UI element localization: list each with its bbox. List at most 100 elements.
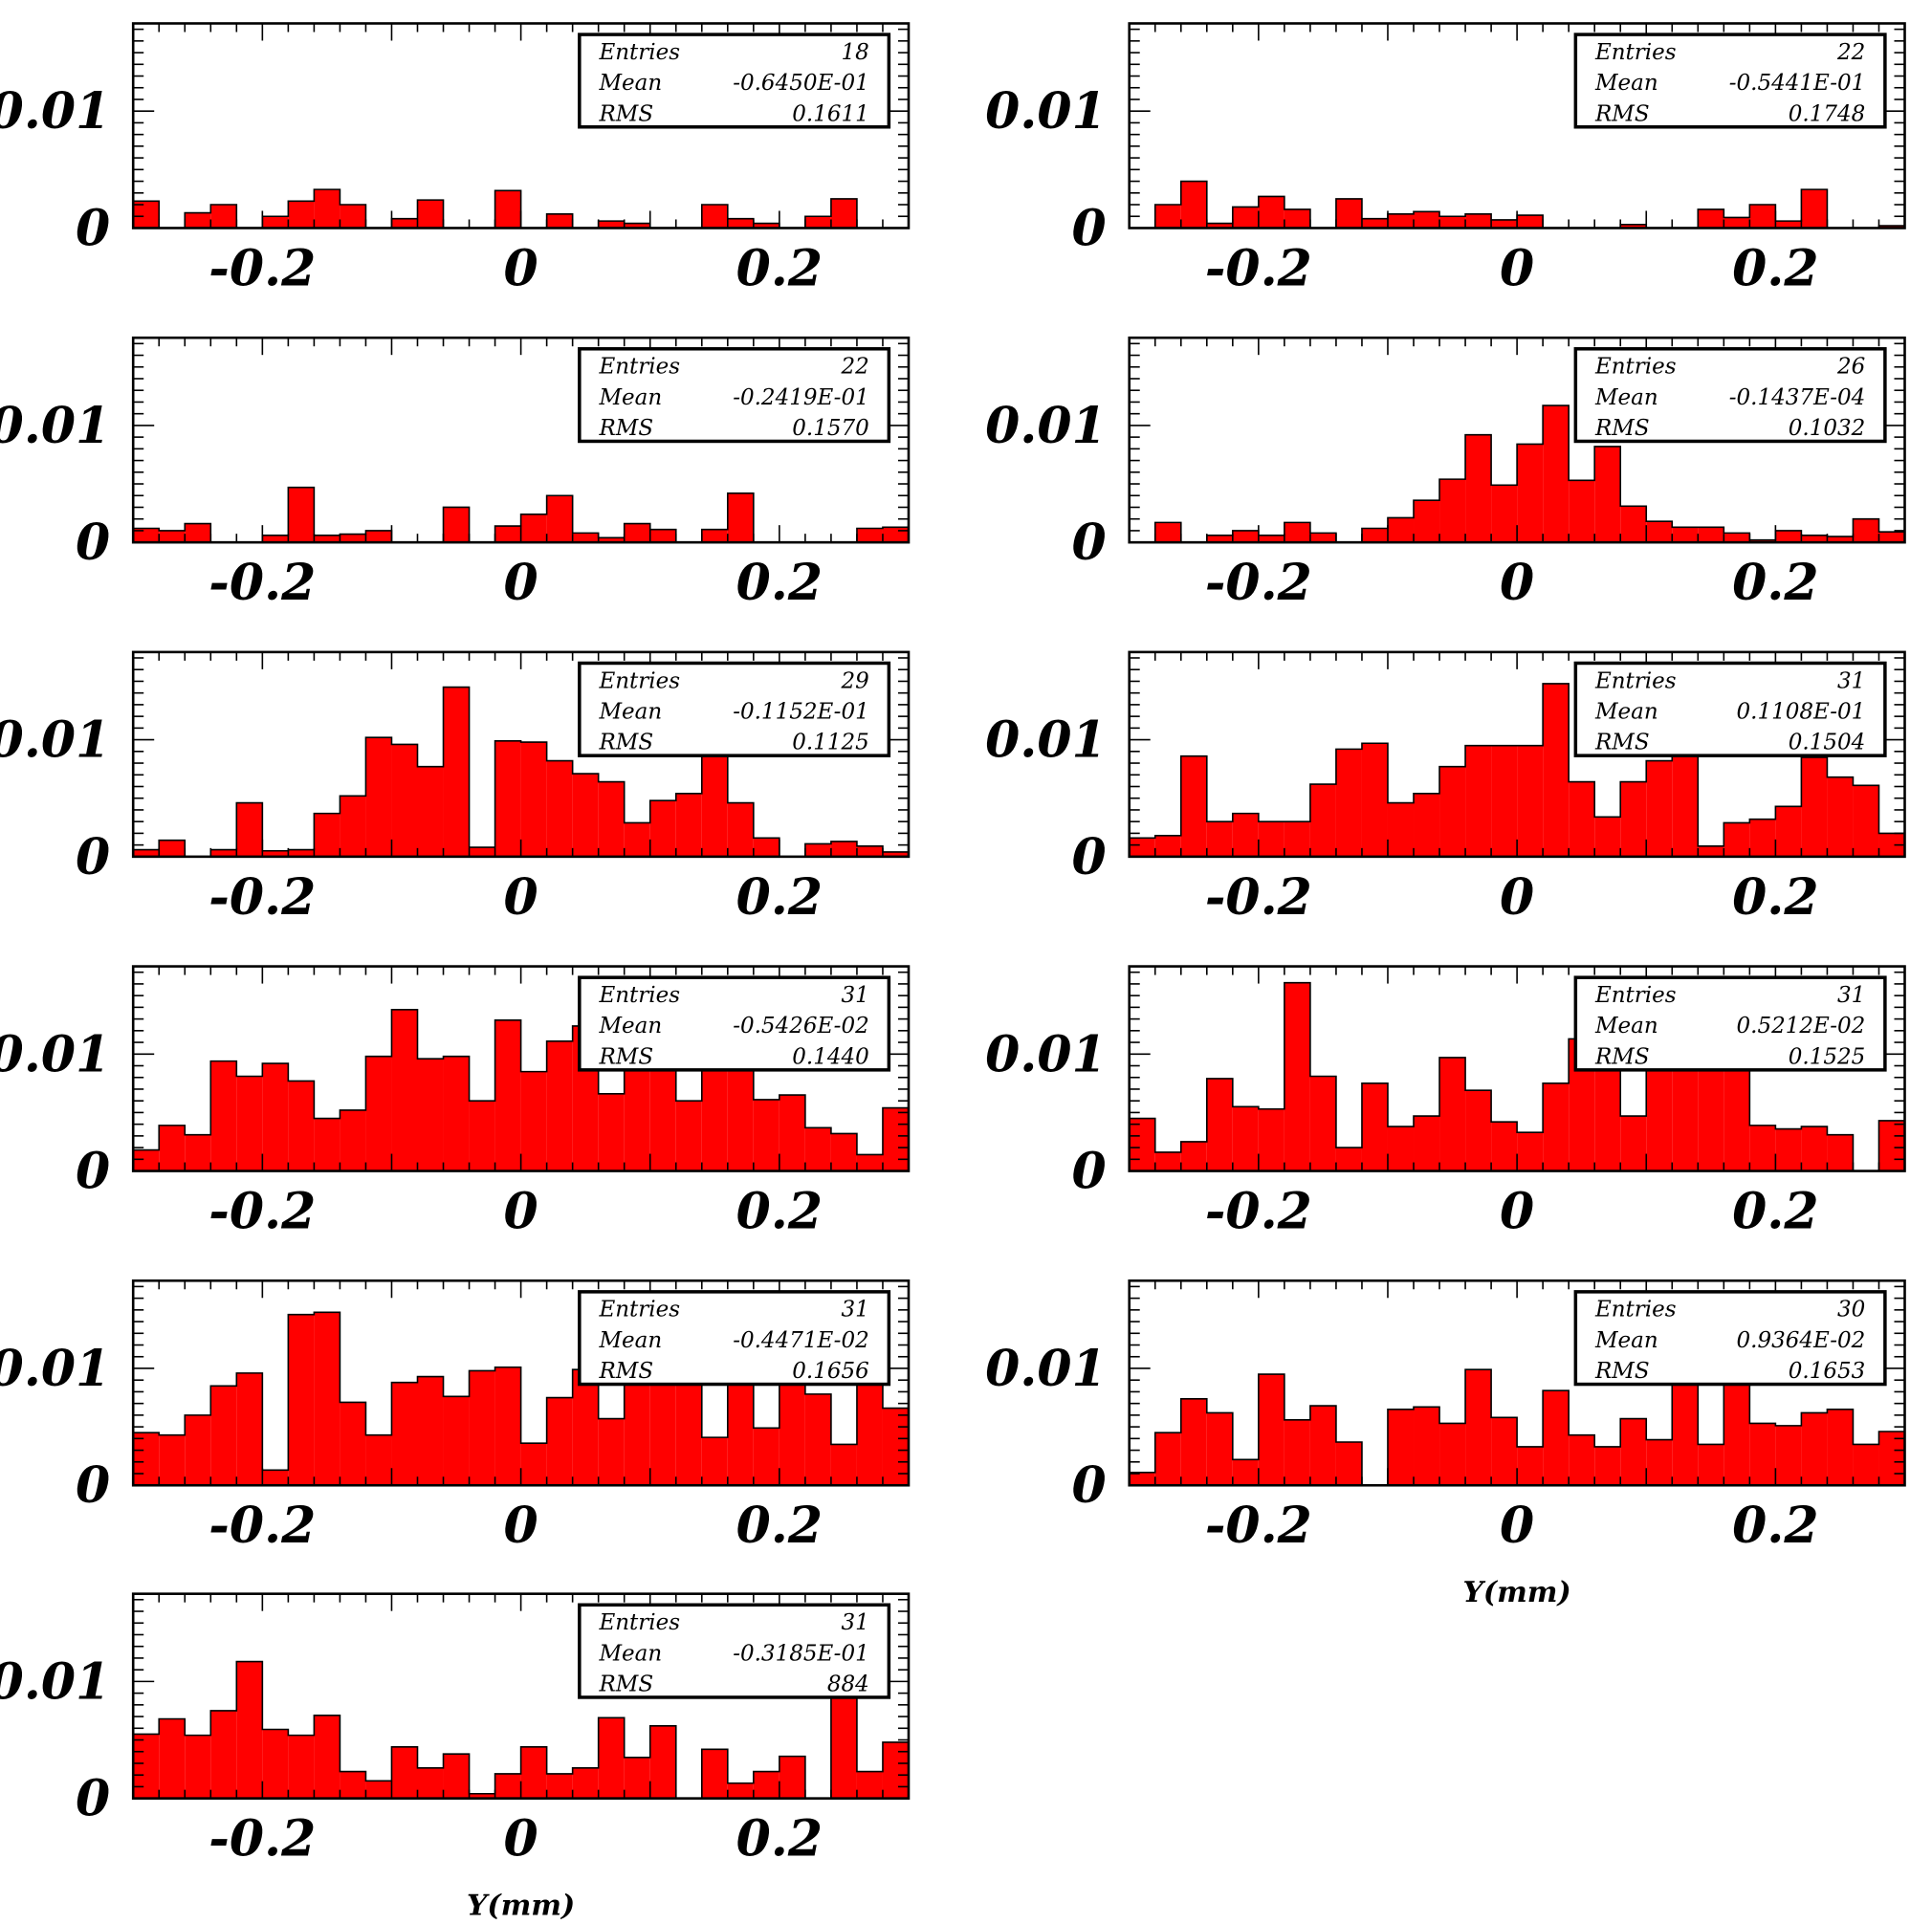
histogram-bar (1309, 784, 1336, 857)
x-tick-label: 0.2 (1732, 1497, 1818, 1555)
histogram-bar (314, 1312, 340, 1486)
histogram-bar (210, 1060, 237, 1171)
stats-rms-value: 0.1032 (1789, 416, 1865, 441)
histogram-bar (1335, 198, 1362, 229)
x-tick-label: 0 (1500, 554, 1534, 612)
y-tick-label: 0.01 (0, 1340, 110, 1398)
histogram-bar (262, 216, 289, 229)
y-tick-label: 0 (76, 1456, 110, 1515)
histogram-bar (804, 216, 831, 229)
histogram-bar (1387, 517, 1415, 543)
histogram-bar (1594, 446, 1621, 543)
histogram-bar (391, 1382, 418, 1486)
histogram-bar (1517, 1446, 1544, 1486)
histogram-bar (1309, 1076, 1336, 1171)
stats-entries-value: 31 (841, 1298, 868, 1323)
histogram-bar (1775, 530, 1802, 543)
histogram-bar (1465, 745, 1492, 857)
histogram-bar (288, 201, 315, 229)
stats-mean-label: Mean (598, 385, 662, 410)
x-tick-label: 0.2 (736, 1497, 823, 1555)
y-axis-ticks (1129, 971, 1905, 1172)
histogram-bar (1620, 506, 1647, 543)
histogram-bar (1465, 1090, 1492, 1171)
histogram-bar (624, 1374, 650, 1486)
histogram-bar (443, 1754, 470, 1799)
histogram-bar (1646, 1439, 1673, 1486)
histogram-bar (701, 205, 728, 229)
stats-rms-label: RMS (598, 1673, 653, 1697)
y-tick-label: 0.01 (0, 1652, 110, 1711)
stats-rms-label: RMS (1594, 1359, 1650, 1384)
histogram-panel-3: -0.2 0 0.2 0 0.01 Entries 22 Mean -0.2419E-01 RMS… (0, 336, 911, 612)
histogram-bar (185, 212, 211, 229)
histogram-bar (494, 1773, 521, 1799)
histogram-panel-5: -0.2 0 0.2 0 0.01 Entries 29 Mean -0.1152E-01 RMS… (0, 650, 911, 927)
histogram-bar (1517, 215, 1544, 229)
histogram-bar (675, 1376, 702, 1486)
x-tick-label: -0.2 (1205, 868, 1312, 927)
histogram-bar (340, 1771, 366, 1799)
histogram-bar (649, 1383, 676, 1486)
histogram-bar (236, 1076, 263, 1171)
y-tick-label: 0.01 (0, 82, 110, 141)
histogram-bar (1387, 802, 1415, 857)
histogram-bar (1827, 1134, 1854, 1171)
stats-mean-value: 0.9364E-02 (1737, 1328, 1866, 1353)
histogram-bar (1258, 535, 1284, 543)
histogram-bar (1543, 1390, 1570, 1486)
histogram-bar (1180, 181, 1207, 229)
histogram-bar (701, 1437, 728, 1486)
histogram-bar (856, 1378, 883, 1486)
stats-entries-value: 31 (1837, 668, 1865, 693)
histogram-panel-6: -0.2 0 0.2 0 0.01 Entries 31 Mean 0.1108E-01 RMS 0… (985, 650, 1906, 927)
histogram-bar (779, 1095, 805, 1171)
histogram-bar (727, 1782, 754, 1799)
y-axis-ticks (133, 1285, 909, 1487)
histogram-bar (288, 1735, 315, 1799)
histogram-bar (1749, 1125, 1776, 1171)
x-tick-label: 0.2 (736, 868, 823, 927)
y-tick-label: 0 (1072, 1143, 1107, 1201)
stats-rms-label: RMS (1594, 731, 1650, 755)
bars (133, 189, 857, 229)
histogram-bar (1878, 532, 1905, 543)
x-tick-label: 0.2 (736, 1183, 823, 1241)
histogram-panel-4: -0.2 0 0.2 0 0.01 Entries 26 Mean -0.1437E-04 RMS… (985, 336, 1906, 612)
histogram-bar (236, 1372, 263, 1486)
histogram-panel-7: -0.2 0 0.2 0 0.01 Entries 31 Mean -0.5426E-02 RMS… (0, 965, 911, 1241)
histogram-bar (1775, 1425, 1802, 1486)
histogram-bar (1827, 536, 1854, 543)
histogram-bar (1232, 207, 1259, 229)
histogram-bar (624, 223, 650, 229)
histogram-bar (1232, 813, 1259, 857)
stats-entries-label: Entries (598, 668, 680, 693)
histogram-bar (1594, 1446, 1621, 1486)
histogram-bar (185, 1414, 211, 1486)
histogram-bar (1232, 530, 1259, 543)
histogram-bar (1129, 1472, 1155, 1486)
x-tick-label: 0.2 (1732, 554, 1818, 612)
stats-rms-label: RMS (1594, 416, 1650, 441)
histogram-bar (262, 1063, 289, 1171)
histogram-bar (1853, 1444, 1879, 1486)
histogram-bar (856, 845, 883, 857)
y-tick-label: 0.01 (985, 1025, 1107, 1083)
histogram-bar (288, 487, 315, 543)
histogram-bar (288, 1314, 315, 1486)
histogram-bar (133, 1432, 160, 1486)
histogram-bar (1206, 821, 1233, 857)
histogram-panel-9: -0.2 0 0.2 0 0.01 Entries 31 Mean -0.4471E-02 RMS… (0, 1279, 911, 1555)
histogram-bar (520, 1071, 547, 1171)
histogram-bar (804, 843, 831, 857)
histogram-bar (1154, 522, 1181, 543)
bars (133, 1009, 909, 1171)
histogram-bar (830, 1444, 857, 1486)
histogram-bar (1387, 1409, 1415, 1486)
stats-mean-label: Mean (1594, 385, 1658, 410)
stats-mean-value: -0.4471E-02 (733, 1328, 869, 1353)
y-axis-ticks (1129, 28, 1905, 230)
histogram-bar (1284, 522, 1310, 543)
y-tick-label: 0.01 (0, 1025, 110, 1083)
bars (1129, 1328, 1905, 1486)
